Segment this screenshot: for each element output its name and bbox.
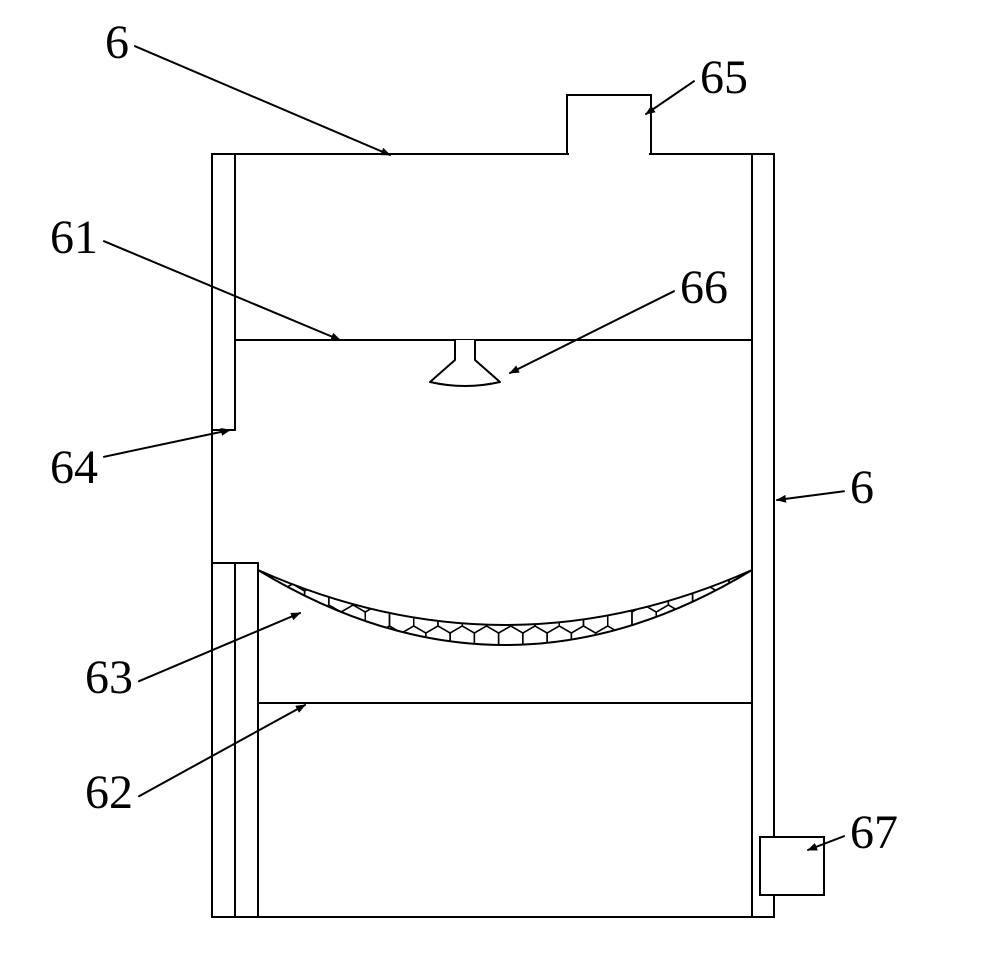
label-l67: 67: [850, 805, 898, 860]
label-l63: 63: [85, 650, 133, 705]
label-l6-right: 6: [850, 460, 874, 515]
label-l64: 64: [50, 440, 98, 495]
label-l62: 62: [85, 765, 133, 820]
label-l6-top: 6: [105, 15, 129, 70]
diagram-canvas: 6 65 6 61 66 64 63 62 67: [0, 0, 1000, 970]
label-l61: 61: [50, 210, 98, 265]
label-l66: 66: [680, 260, 728, 315]
label-l65: 65: [700, 50, 748, 105]
